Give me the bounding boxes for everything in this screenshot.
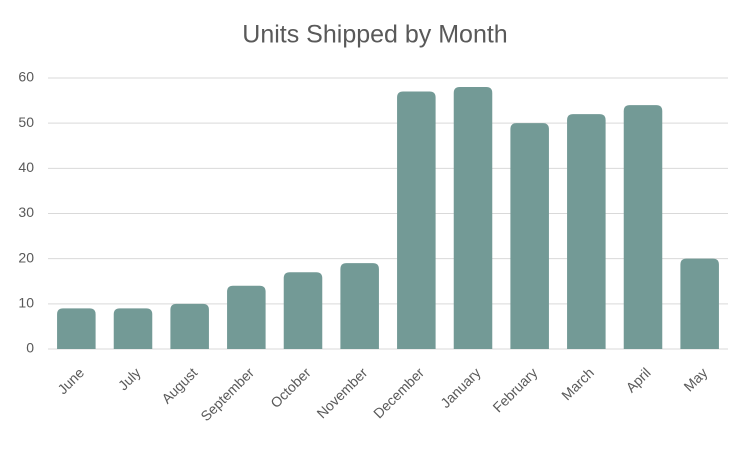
bar	[283, 272, 323, 349]
y-tick-label: 0	[26, 340, 34, 356]
bar	[623, 105, 663, 349]
x-tick-label: January	[437, 364, 484, 411]
bar	[567, 114, 606, 349]
x-tick-label: July	[115, 364, 144, 393]
bar	[453, 87, 493, 350]
x-tick-label: November	[313, 364, 370, 421]
y-tick-label: 20	[18, 249, 34, 265]
y-tick-label: 30	[18, 204, 34, 220]
x-tick-label: September	[197, 364, 257, 424]
bar	[113, 308, 153, 349]
chart-title: Units Shipped by Month	[242, 21, 507, 49]
x-tick-label: December	[370, 364, 427, 421]
bar	[510, 123, 549, 350]
bar	[57, 308, 96, 349]
x-tick-label: April	[623, 364, 654, 395]
bar	[227, 285, 266, 349]
bar	[397, 91, 436, 350]
bar	[680, 258, 719, 349]
x-tick-label: June	[54, 364, 87, 397]
x-tick-label: May	[680, 364, 710, 394]
y-tick-label: 10	[18, 295, 34, 311]
x-tick-label: October	[267, 364, 314, 411]
y-tick-label: 40	[18, 159, 34, 175]
x-tick-label: February	[489, 364, 540, 415]
x-tick-label: August	[158, 364, 200, 406]
y-tick-label: 60	[18, 69, 34, 85]
bar	[340, 263, 379, 349]
x-tick-label: March	[558, 364, 597, 403]
y-tick-label: 50	[18, 114, 34, 130]
bar	[170, 303, 209, 349]
